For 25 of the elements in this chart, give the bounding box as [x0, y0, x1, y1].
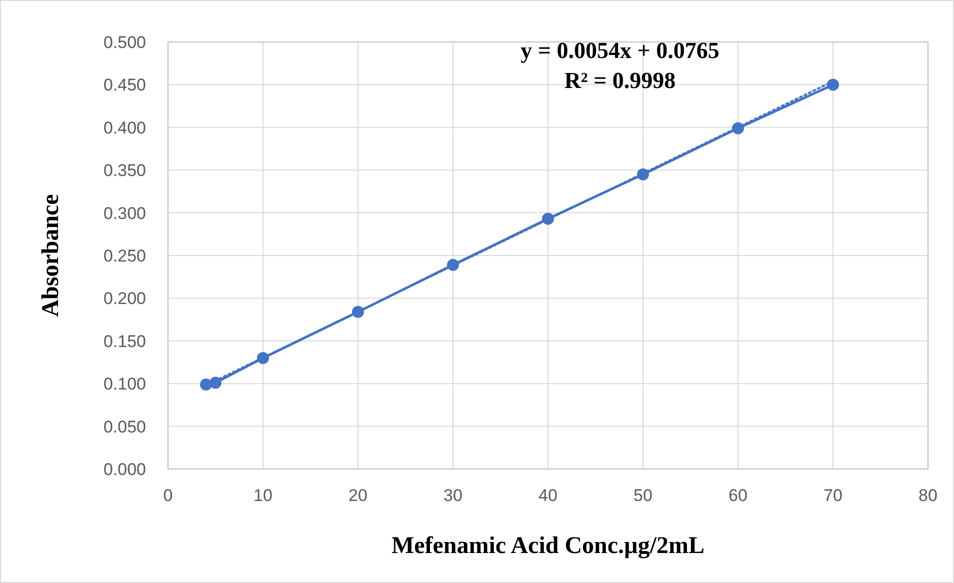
x-tick-label: 60 — [728, 486, 748, 505]
y-tick-label: 0.350 — [103, 161, 146, 180]
y-tick-label: 0.500 — [103, 32, 146, 52]
y-tick-label: 0.300 — [103, 204, 146, 223]
x-axis-title: Mefenamic Acid Conc.µg/2mL — [391, 533, 705, 559]
y-tick-label: 0.150 — [103, 332, 146, 351]
x-tick-label: 30 — [444, 486, 462, 505]
annotation: R² = 0.9998 — [564, 68, 676, 93]
y-tick-label: 0.000 — [103, 460, 146, 479]
x-tick-label: 10 — [254, 486, 272, 505]
x-tick-label: 20 — [348, 486, 368, 505]
x-tick-label: 40 — [538, 486, 558, 505]
x-tick-label: 80 — [918, 486, 938, 505]
y-axis-title: Absorbance — [38, 194, 64, 317]
x-tick-label: 70 — [824, 486, 842, 505]
y-tick-label: 0.250 — [103, 246, 146, 266]
x-tick-label: 0 — [163, 486, 173, 505]
annotation: y = 0.0054x + 0.0765 — [520, 38, 720, 63]
y-tick-label: 0.400 — [103, 118, 146, 138]
x-tick-label: 50 — [634, 486, 652, 505]
y-tick-label: 0.100 — [103, 374, 146, 394]
y-tick-label: 0.050 — [103, 417, 146, 436]
point — [827, 78, 839, 91]
y-tick-label: 0.200 — [103, 289, 146, 308]
y-tick-label: 0.450 — [103, 76, 146, 95]
